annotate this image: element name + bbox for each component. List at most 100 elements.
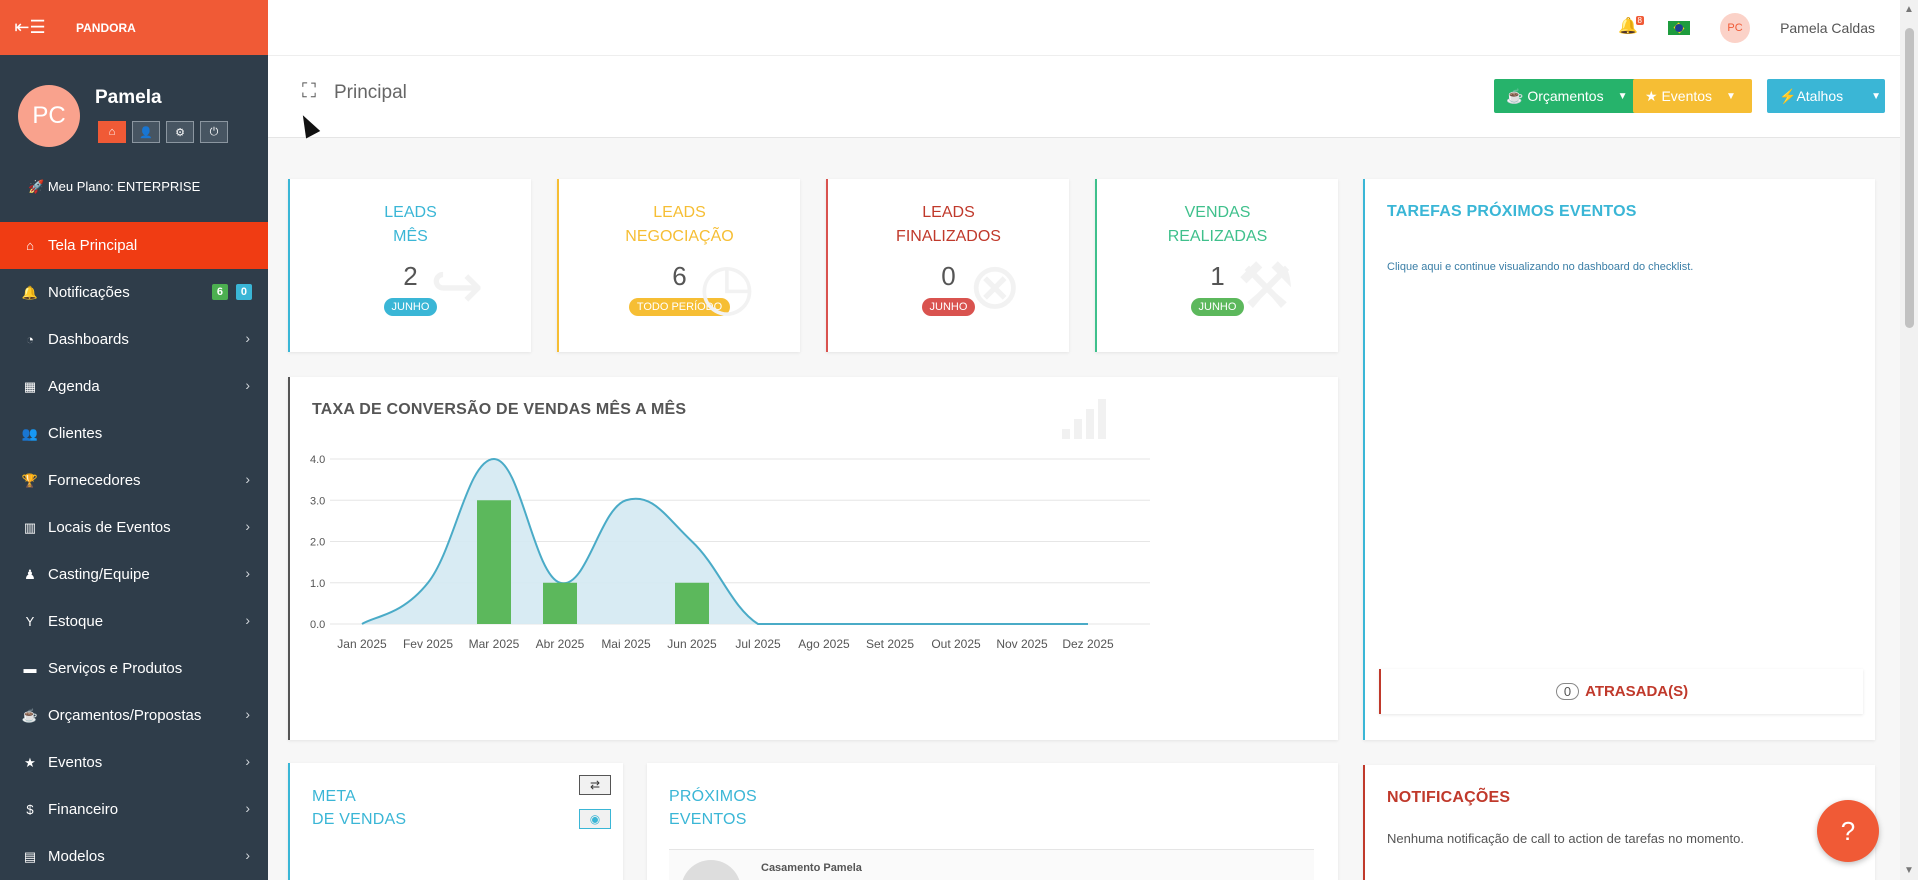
chevron-right-icon: › xyxy=(245,377,250,393)
sidebar-item-estoque[interactable]: Y Estoque › xyxy=(0,598,268,645)
stat-badge: JUNHO xyxy=(383,298,438,316)
sidebar-item-eventos[interactable]: ★ Eventos › xyxy=(0,739,268,786)
x-tick-label: Set 2025 xyxy=(866,637,914,651)
caret-down-icon: ▼ xyxy=(1871,90,1882,102)
chevron-right-icon: › xyxy=(245,706,250,722)
stat-badge: TODO PERÍODO xyxy=(628,298,731,316)
atrasadas-label: ATRASADA(S) xyxy=(1585,683,1689,700)
x-tick-label: Jan 2025 xyxy=(337,637,387,651)
page-scrollbar[interactable]: ▲ ▼ xyxy=(1900,0,1918,880)
orcamentos-button[interactable]: ☕ Orçamentos ▼ xyxy=(1494,79,1641,113)
avatar[interactable]: PC xyxy=(18,85,80,147)
conversion-chart: 0.0 1.0 2.0 3.0 4.0 Jan 2025 Fev 2025 Mar 2025 A… xyxy=(310,399,1150,651)
eventos-button[interactable]: ★ Eventos ▼ xyxy=(1633,79,1752,113)
list-item[interactable]: Casamento Pamela xyxy=(669,849,1314,880)
x-tick-label: Mai 2025 xyxy=(601,637,651,651)
stat-title-line2: NEGOCIAÇÃO xyxy=(625,228,734,245)
x-tick-label: Ago 2025 xyxy=(798,637,850,651)
caret-down-icon: ▼ xyxy=(1617,90,1628,102)
user-avatar[interactable]: PC xyxy=(1720,13,1750,43)
stat-title-line2: FINALIZADOS xyxy=(896,228,1001,245)
stat-card-vendas-realizadas[interactable]: ⚒ VENDAS REALIZADAS 1 JUNHO xyxy=(1095,179,1338,352)
brand-name: PANDORA xyxy=(76,20,136,35)
orcamentos-label: Orçamentos xyxy=(1527,88,1604,104)
chevron-right-icon: › xyxy=(245,847,250,863)
gear-icon[interactable]: ⚙ xyxy=(166,121,194,143)
stat-title-line2: REALIZADAS xyxy=(1167,228,1268,245)
home-icon[interactable]: ⌂ xyxy=(98,121,126,143)
power-icon[interactable]: ⏻ xyxy=(200,121,228,143)
stat-card-leads-mes[interactable]: ↪ LEADS MÊS 2 JUNHO xyxy=(288,179,531,352)
sidebar-item-servi-os-e-produtos[interactable]: ▬ Serviços e Produtos xyxy=(0,645,268,692)
sidebar-item-fornecedores[interactable]: 🏆 Fornecedores › xyxy=(0,457,268,504)
stat-title-line1: LEADS xyxy=(922,204,975,221)
scroll-up-icon[interactable]: ▲ xyxy=(1904,4,1914,15)
stat-badge: JUNHO xyxy=(1190,298,1245,316)
target-icon[interactable]: ◉ xyxy=(579,809,611,829)
chevron-right-icon: › xyxy=(245,518,250,534)
user-name[interactable]: Pamela Caldas xyxy=(1780,20,1875,36)
glass-icon: Y xyxy=(25,614,35,629)
stat-value: 0 xyxy=(941,261,956,291)
dollar-icon: $ xyxy=(26,802,34,817)
sidebar-item-casting-equipe[interactable]: ♟ Casting/Equipe › xyxy=(0,551,268,598)
dashboard-icon: ◔ xyxy=(26,332,34,347)
event-name: Casamento Pamela xyxy=(761,862,862,874)
plan-label[interactable]: 🚀 Meu Plano: ENTERPRISE xyxy=(28,179,201,194)
atrasadas-box[interactable]: 0 ATRASADA(S) xyxy=(1379,669,1863,714)
y-tick-label: 3.0 xyxy=(310,495,325,507)
bell-icon[interactable]: 🔔 xyxy=(1618,18,1638,35)
menu-toggle-icon[interactable]: ⇤☰ xyxy=(14,17,46,37)
x-tick-label: Fev 2025 xyxy=(403,637,453,651)
sidebar-item-label: Estoque xyxy=(48,613,104,630)
building-icon: ▥ xyxy=(23,519,37,535)
sidebar-item-clientes[interactable]: 👥 Clientes xyxy=(0,410,268,457)
bar-abr-2025 xyxy=(543,582,577,624)
help-question-icon[interactable]: ? xyxy=(1817,800,1879,862)
meta-title-line1: META xyxy=(312,788,357,805)
notificacoes-title: NOTIFICAÇÕES xyxy=(1387,789,1511,806)
sidebar-item-label: Agenda xyxy=(48,378,100,395)
stat-value: 2 xyxy=(403,261,418,291)
sidebar-item-label: Notificações xyxy=(48,284,130,301)
swap-icon[interactable]: ⇄ xyxy=(579,775,611,795)
atalhos-button[interactable]: ⚡ Atalhos ▼ xyxy=(1767,79,1885,113)
x-tick-label: Abr 2025 xyxy=(536,637,585,651)
area-series-line xyxy=(361,457,1088,625)
sidebar-item-tela-principal[interactable]: ⌂ Tela Principal xyxy=(0,222,268,269)
chevron-right-icon: › xyxy=(245,753,250,769)
checklist-link[interactable]: Clique aqui e continue visualizando no d… xyxy=(1387,261,1694,273)
page-title: Principal xyxy=(334,82,407,103)
profile-panel: PC Pamela ⌂ 👤 ⚙ ⏻ 🚀 Meu Plano: ENTERPRIS… xyxy=(0,55,268,222)
user-icon[interactable]: 👤 xyxy=(132,121,160,143)
stat-card-leads-finalizados[interactable]: ⊗ LEADS FINALIZADOS 0 JUNHO xyxy=(826,179,1069,352)
conversion-chart-card: TAXA DE CONVERSÃO DE VENDAS MÊS A MÊS 0.… xyxy=(288,377,1338,740)
sidebar-item-label: Orçamentos/Propostas xyxy=(48,707,202,724)
x-tick-label: Jul 2025 xyxy=(735,637,781,651)
stat-card-leads-negociacao[interactable]: ◷ LEADS NEGOCIAÇÃO 6 TODO PERÍODO xyxy=(557,179,800,352)
brazil-flag-icon[interactable] xyxy=(1668,21,1690,35)
y-tick-label: 4.0 xyxy=(310,454,325,466)
cup-icon: ☕ xyxy=(21,707,39,723)
stat-title-line2: MÊS xyxy=(393,228,428,245)
sidebar-item-label: Financeiro xyxy=(48,801,119,818)
gavel-icon: ⚒ xyxy=(1237,250,1295,322)
sidebar-item-locais-de-eventos[interactable]: ▥ Locais de Eventos › xyxy=(0,504,268,551)
sidebar-item-financeiro[interactable]: $ Financeiro › xyxy=(0,786,268,833)
sidebar-item-modelos[interactable]: ▤ Modelos › xyxy=(0,833,268,880)
atalhos-label: Atalhos xyxy=(1796,88,1844,104)
scroll-down-icon[interactable]: ▼ xyxy=(1904,865,1914,876)
scroll-thumb[interactable] xyxy=(1905,28,1914,328)
proximos-eventos-card: PRÓXIMOS EVENTOS Casamento Pamela xyxy=(647,763,1338,880)
sidebar-item-or-amentos-propostas[interactable]: ☕ Orçamentos/Propostas › xyxy=(0,692,268,739)
signal-bars-icon xyxy=(1074,419,1082,439)
sidebar-item-dashboards[interactable]: ◔ Dashboards › xyxy=(0,316,268,363)
notificacoes-text: Nenhuma notificação de call to action de… xyxy=(1387,831,1744,846)
sidebar-item-agenda[interactable]: ▦ Agenda › xyxy=(0,363,268,410)
sidebar-item-label: Eventos xyxy=(48,754,103,771)
sidebar-item-label: Casting/Equipe xyxy=(48,566,150,583)
home-icon: ⌂ xyxy=(26,238,34,253)
atrasadas-count: 0 xyxy=(1555,683,1580,700)
signal-bars-icon xyxy=(1062,429,1070,439)
sidebar-item-notifica-es[interactable]: 🔔 Notificações 6 0 xyxy=(0,269,268,316)
